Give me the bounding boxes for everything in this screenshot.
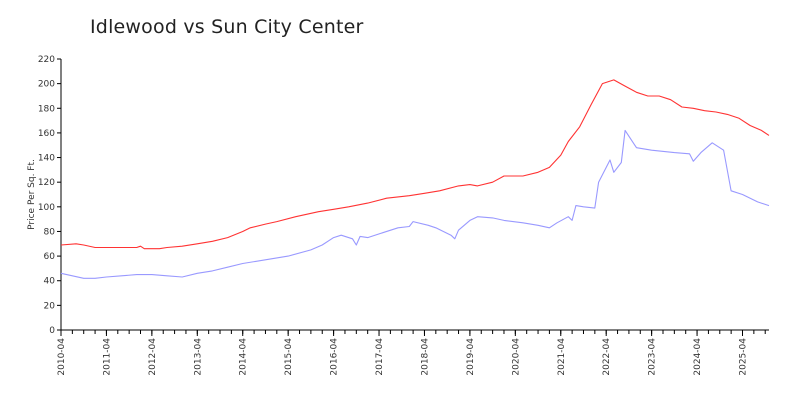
- x-tick-label: 2022-04: [602, 338, 612, 376]
- x-tick-label: 2011-04: [102, 338, 112, 376]
- y-tick-label: 140: [38, 154, 55, 164]
- x-tick-label: 2012-04: [148, 338, 158, 376]
- x-tick-label: 2018-04: [420, 338, 430, 376]
- x-tick-label: 2015-04: [284, 338, 294, 376]
- x-tick-label: 2010-04: [57, 338, 67, 376]
- y-tick-label: 60: [44, 252, 56, 262]
- series-line-1: [60, 79, 770, 250]
- y-tick-label: 80: [44, 227, 56, 237]
- y-tick-label: 180: [38, 104, 55, 114]
- y-tick-label: 100: [38, 203, 55, 213]
- x-tick-label: 2017-04: [375, 338, 385, 376]
- x-tick-label: 2013-04: [193, 338, 203, 376]
- y-tick-label: 220: [38, 55, 55, 65]
- y-tick-label: 40: [44, 277, 56, 287]
- axes: 0 20 40 60 80 100 120 140 160 180 200 220 2010-04 201…: [27, 55, 769, 376]
- y-tick-label: 0: [49, 326, 55, 336]
- x-tick-label: 2023-04: [648, 338, 658, 376]
- x-tick-label: 2020-04: [511, 338, 521, 376]
- y-tick-label: 20: [44, 301, 56, 311]
- x-tick-label: 2021-04: [557, 338, 567, 376]
- x-tick-label: 2014-04: [239, 338, 249, 376]
- x-tick-label: 2025-04: [738, 338, 748, 376]
- y-tick-label: 160: [38, 129, 55, 139]
- y-tick-label: 200: [38, 80, 55, 90]
- chart-title: Idlewood vs Sun City Center: [90, 16, 364, 38]
- x-tick-label: 2016-04: [330, 338, 340, 376]
- series-layer: [60, 79, 770, 279]
- y-axis-label: Price Per Sq. Ft.: [27, 159, 37, 230]
- x-tick-label: 2024-04: [693, 338, 703, 376]
- series-line-2: [60, 129, 770, 279]
- x-tick-label: 2019-04: [466, 338, 476, 376]
- y-tick-label: 120: [38, 178, 55, 188]
